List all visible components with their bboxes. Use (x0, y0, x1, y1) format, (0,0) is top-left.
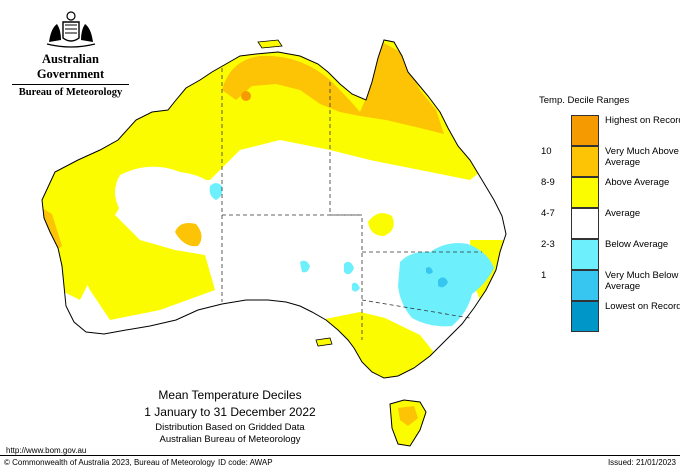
below-average-sa-patch-2 (352, 282, 360, 292)
map-method: Distribution Based on Gridded Data (155, 422, 305, 433)
highest-on-record-patch (241, 91, 251, 101)
government-name: Australian Government (36, 52, 105, 81)
very-much-above-north-region (222, 42, 444, 134)
bureau-name: Bureau of Meteorology (18, 87, 123, 98)
legend-key: 8-9 (541, 177, 555, 188)
below-average-nt-patch (300, 260, 310, 273)
legend-label: Very Much Above Average (605, 146, 679, 168)
state-borders (221, 68, 482, 340)
copyright-text: © Commonwealth of Australia 2023, Bureau… (4, 458, 215, 467)
legend-label: Lowest on Record (605, 301, 680, 312)
map-caption: Mean Temperature Deciles 1 January to 31… (110, 388, 350, 445)
legend-swatch-lowest (571, 301, 599, 332)
website-link[interactable]: http://www.bom.gov.au (6, 446, 87, 455)
legend-label: Average (605, 208, 641, 219)
logo-divider (12, 84, 129, 85)
legend-key: 2-3 (541, 239, 555, 250)
legend-key: 10 (541, 146, 552, 157)
legend-swatch-very-much-above (571, 146, 599, 177)
below-average-sa-patch (344, 261, 354, 275)
legend-label: Below Average (605, 239, 669, 250)
coastline (41, 39, 507, 379)
legend-key: 1 (541, 270, 547, 281)
coat-of-arms-icon (46, 11, 95, 48)
map-source: Australian Bureau of Meteorology (159, 434, 301, 445)
legend-swatch-above (571, 177, 599, 208)
map-title: Mean Temperature Deciles (158, 388, 302, 402)
above-average-qld-patch (368, 213, 394, 236)
very-much-below-patch-2 (426, 267, 433, 274)
melville-island (257, 39, 283, 49)
legend-swatch-average (571, 208, 599, 239)
government-logo: Australian Government Bureau of Meteorol… (8, 10, 133, 98)
tasmania-very-much-above-patch (398, 406, 418, 426)
kangaroo-island (315, 337, 333, 347)
average-nw-patch (115, 166, 220, 222)
very-much-above-west-coast (42, 208, 62, 252)
legend-title: Temp. Decile Ranges (539, 95, 630, 106)
legend-label: Above Average (605, 177, 670, 188)
legend-key: 4-7 (541, 208, 555, 219)
very-much-above-pilbara-patch (175, 223, 202, 247)
very-much-below-patch (438, 277, 448, 288)
legend-label: Very Much Below Average (605, 270, 679, 292)
id-code: ID code: AWAP (218, 458, 273, 467)
legend-label: Highest on Record (605, 115, 680, 126)
below-average-central-patch (209, 183, 223, 200)
legend-swatch-below (571, 239, 599, 270)
map-period: 1 January to 31 December 2022 (144, 405, 316, 419)
legend-swatch-very-much-below (571, 270, 599, 301)
footer-divider (0, 455, 680, 456)
issued-date: Issued: 21/01/2023 (607, 458, 676, 467)
legend-swatch-highest (571, 115, 599, 146)
